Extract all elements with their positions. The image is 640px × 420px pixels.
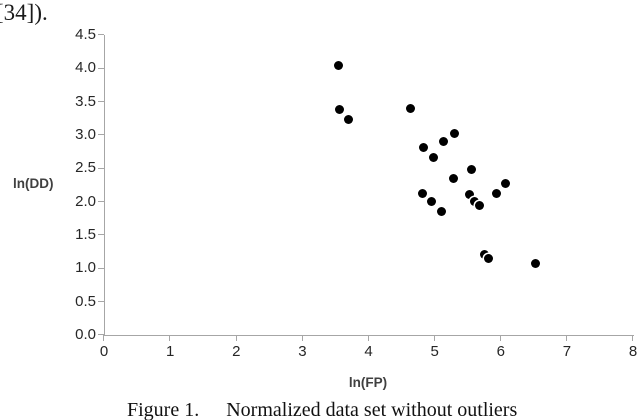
x-tick-label: 8 <box>628 343 638 360</box>
y-tick-label: 3.5 <box>75 92 96 110</box>
body-text-fragment: [34]). <box>0 0 48 25</box>
y-tick-label: 2.5 <box>75 159 96 177</box>
x-tick-mark <box>169 335 171 341</box>
y-tick-mark <box>98 300 104 302</box>
x-axis-title: ln(FP) <box>348 375 388 390</box>
x-tick-label: 1 <box>165 343 175 360</box>
scatter-point <box>467 165 477 175</box>
scatter-point <box>343 114 353 124</box>
y-tick-mark <box>98 167 104 169</box>
y-tick-label: 0.5 <box>75 292 96 310</box>
x-tick-mark <box>632 335 634 341</box>
y-tick-label: 1.0 <box>75 259 96 277</box>
y-axis-title: ln(DD) <box>13 176 54 191</box>
y-tick-mark <box>98 134 104 136</box>
x-tick-label: 4 <box>364 343 373 360</box>
y-tick-mark <box>98 200 104 202</box>
scatter-point <box>334 60 344 70</box>
y-tick-mark <box>98 34 104 36</box>
x-tick-label: 6 <box>496 343 505 360</box>
scatter-point <box>531 258 541 268</box>
scatter-point <box>449 129 459 139</box>
scatter-point <box>406 103 416 113</box>
scatter-point <box>418 143 428 153</box>
y-tick-label: 2.0 <box>75 192 96 210</box>
figure-caption-text: Normalized data set without outliers <box>226 399 518 420</box>
y-tick-mark <box>98 67 104 69</box>
scatter-point <box>426 197 436 207</box>
figure-caption: Figure 1. Normalized data set without out… <box>127 399 517 420</box>
scatter-point <box>479 249 489 259</box>
x-tick-mark <box>103 335 105 341</box>
y-tick-mark <box>98 100 104 102</box>
scatter-point <box>475 200 485 210</box>
figure-caption-label: Figure 1. <box>127 399 200 420</box>
x-tick-mark <box>433 335 435 341</box>
scatter-point <box>500 178 510 188</box>
x-tick-mark <box>500 335 501 341</box>
scatter-point <box>483 253 493 263</box>
scatter-point <box>437 206 447 216</box>
y-tick-label: 4.5 <box>75 26 96 43</box>
y-tick-label: 0.0 <box>75 326 96 343</box>
y-tick-label: 4.0 <box>75 59 96 77</box>
y-tick-mark <box>98 267 104 269</box>
scatter-point <box>334 105 344 115</box>
y-tick-label: 3.0 <box>75 126 96 143</box>
x-tick-mark <box>566 335 568 341</box>
scatter-point <box>491 189 501 199</box>
x-axis-line <box>104 335 634 336</box>
x-tick-label: 3 <box>298 343 307 360</box>
x-tick-label: 7 <box>562 343 572 360</box>
x-tick-mark <box>235 335 237 341</box>
y-axis-line <box>104 35 105 335</box>
scatter-point <box>464 189 474 199</box>
x-tick-label: 2 <box>232 343 241 360</box>
x-tick-mark <box>301 335 303 341</box>
scatter-point <box>470 196 480 206</box>
x-tick-label: 5 <box>430 343 439 360</box>
scatter-point <box>417 188 427 198</box>
x-tick-label: 0 <box>99 343 109 360</box>
x-tick-mark <box>367 335 369 341</box>
y-tick-mark <box>98 234 104 236</box>
scatter-point <box>449 173 459 183</box>
y-tick-label: 1.5 <box>75 226 96 243</box>
scatter-point <box>438 136 448 146</box>
scatter-point <box>428 152 438 162</box>
y-tick-mark <box>98 334 104 336</box>
